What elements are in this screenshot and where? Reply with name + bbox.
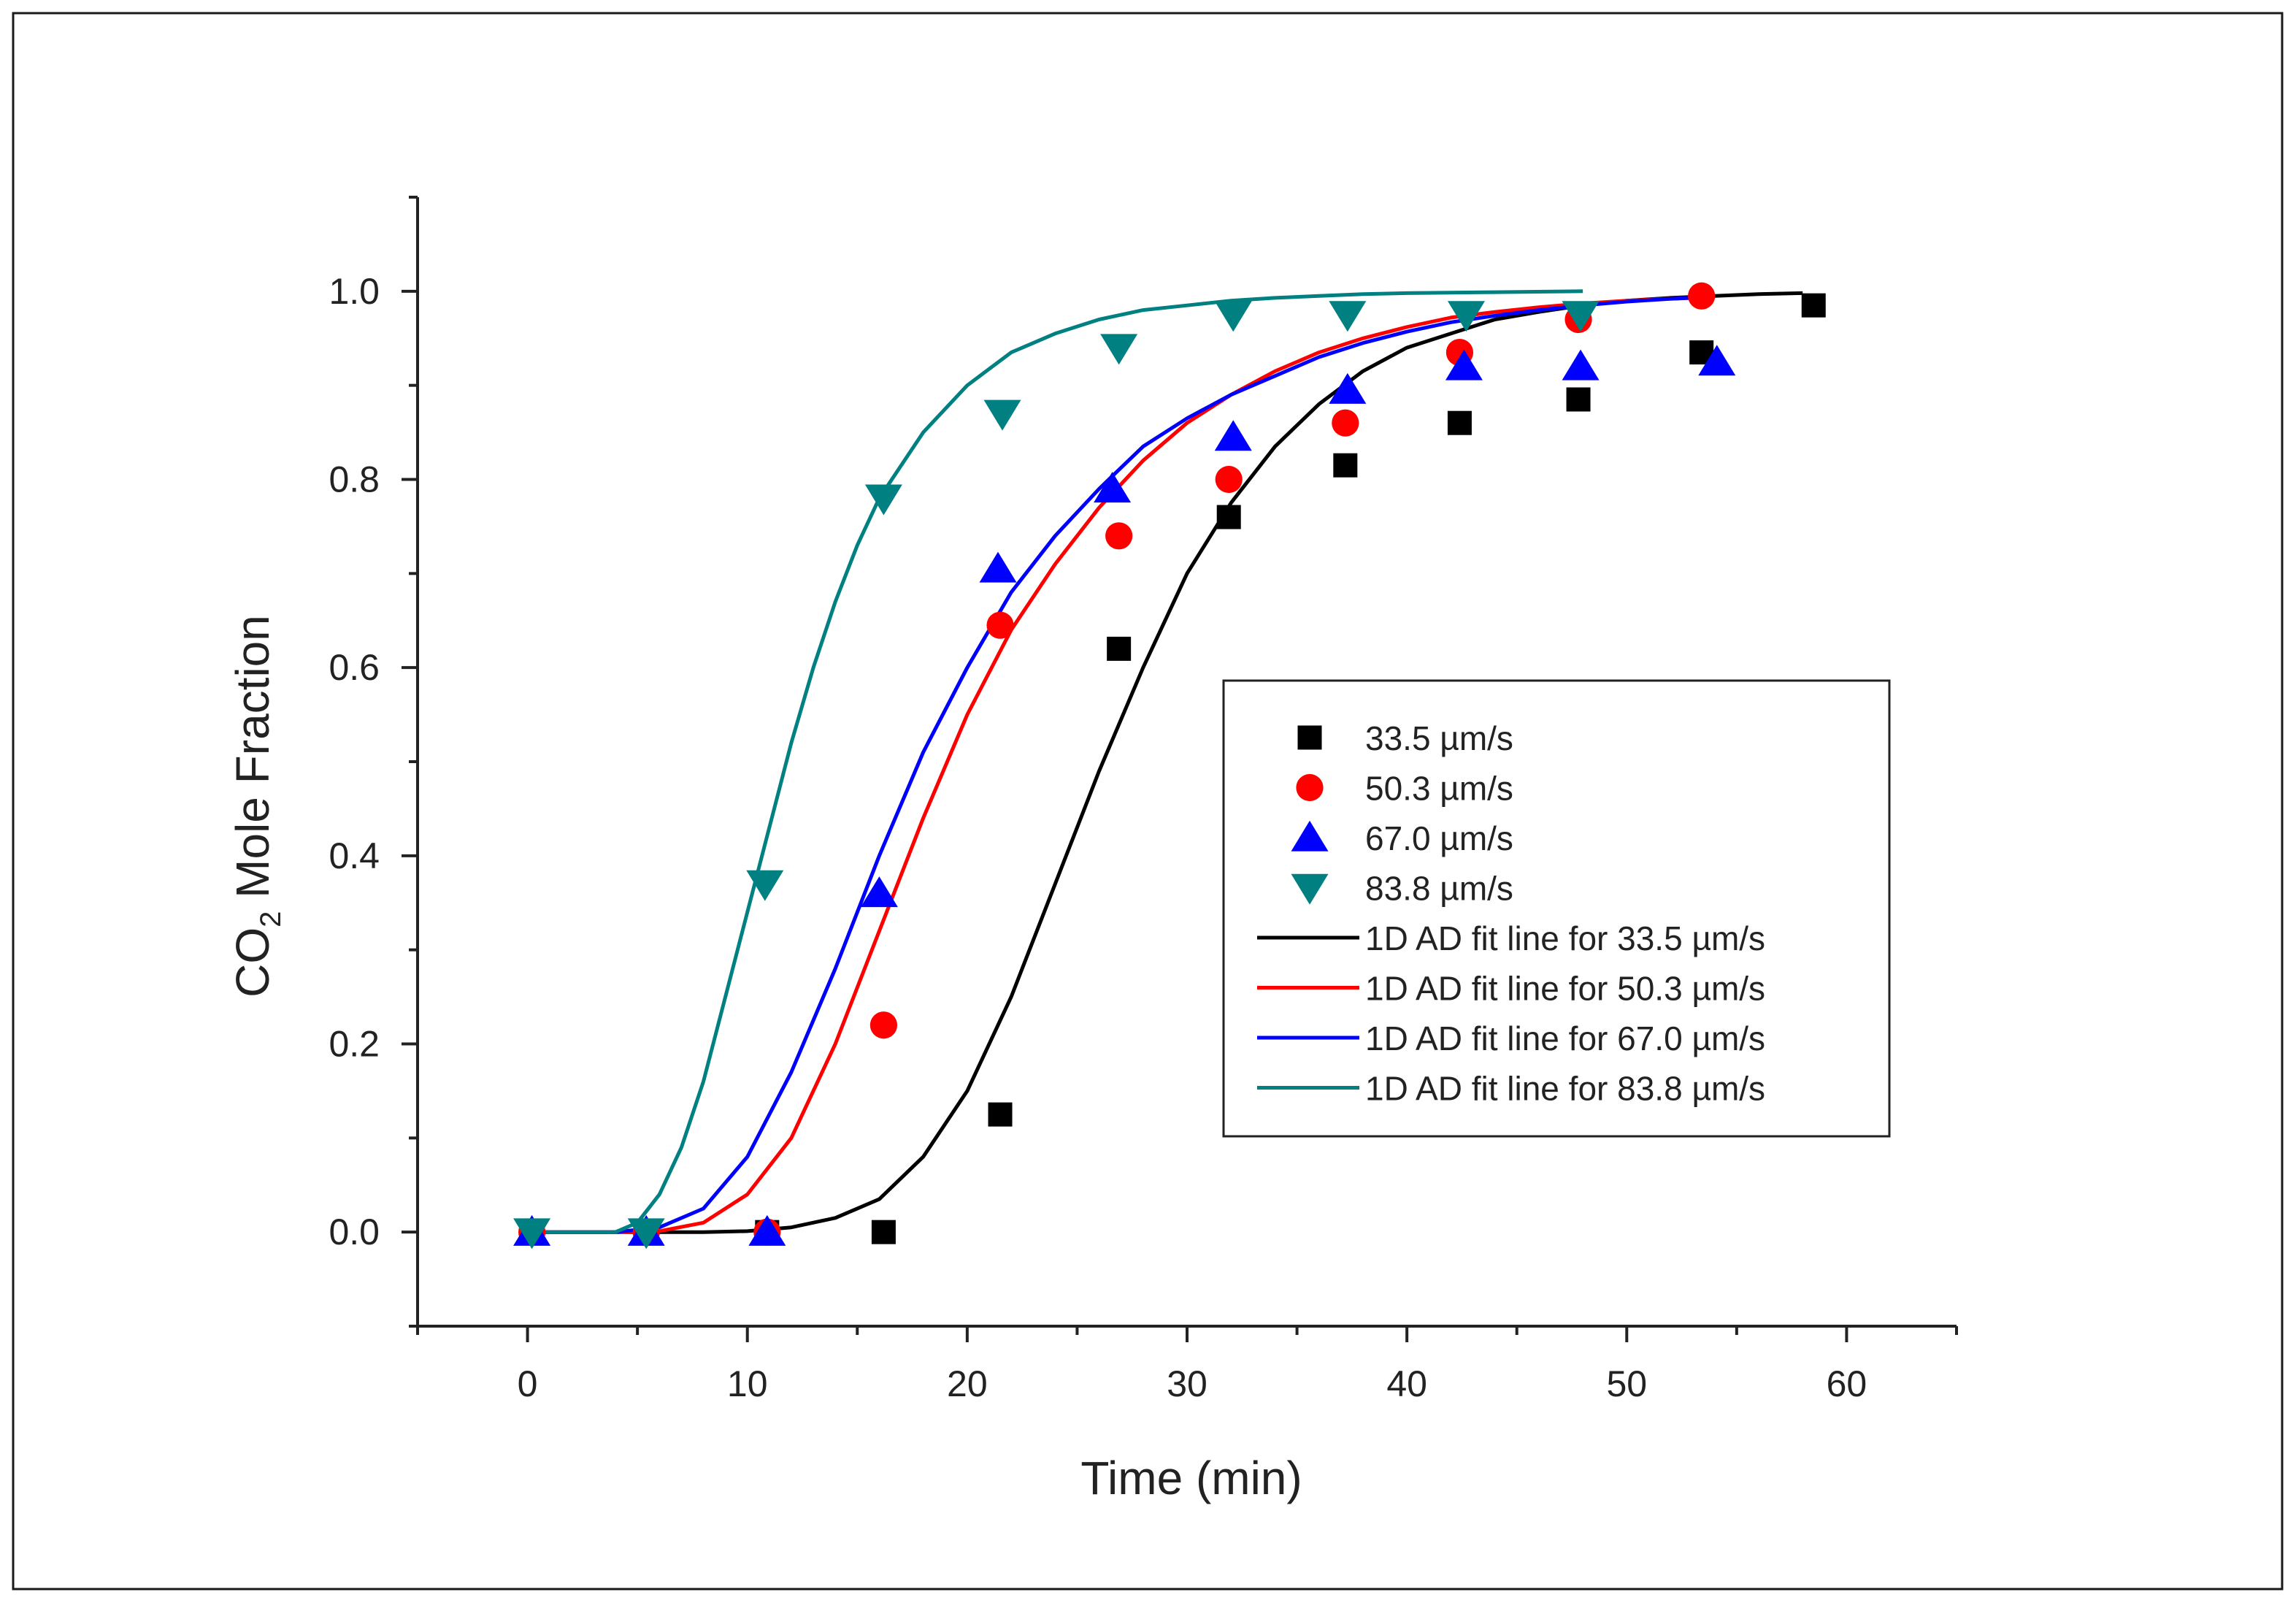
legend-marker-3 bbox=[1291, 873, 1329, 905]
y-axis-title-main: CO bbox=[226, 927, 279, 998]
data-point-s3-0 bbox=[513, 1218, 551, 1249]
y-tick-label: 0.4 bbox=[329, 835, 380, 876]
legend-label: 50.3 µm/s bbox=[1365, 770, 1513, 808]
data-point-s1-6 bbox=[1215, 465, 1243, 494]
data-point-s0-7 bbox=[1333, 453, 1358, 478]
data-point-s0-11 bbox=[1801, 293, 1826, 318]
y-axis-title-rest: Mole Fraction bbox=[226, 615, 279, 911]
data-point-s0-8 bbox=[1447, 410, 1472, 435]
data-point-s1-4 bbox=[986, 611, 1014, 639]
data-point-s2-4 bbox=[979, 551, 1017, 583]
fit-line-1 bbox=[527, 295, 1715, 1234]
data-point-s3-5 bbox=[1100, 334, 1138, 365]
y-tick-label: 0.8 bbox=[329, 459, 380, 500]
data-point-s0-4 bbox=[988, 1102, 1013, 1127]
data-point-s2-10 bbox=[1698, 345, 1736, 376]
x-tick-label: 20 bbox=[947, 1363, 988, 1404]
legend-label: 1D AD fit line for 67.0 µm/s bbox=[1365, 1019, 1765, 1057]
x-tick-label: 60 bbox=[1827, 1363, 1867, 1404]
legend-marker-2 bbox=[1291, 820, 1329, 851]
y-axis-title-subscript: 2 bbox=[255, 911, 287, 927]
data-point-s1-10 bbox=[1688, 282, 1716, 310]
outer-frame bbox=[12, 12, 2284, 1591]
data-point-s0-3 bbox=[871, 1220, 896, 1244]
data-point-s3-3 bbox=[864, 484, 902, 516]
x-tick-label: 30 bbox=[1167, 1363, 1207, 1404]
legend-label: 33.5 µm/s bbox=[1365, 719, 1513, 757]
data-point-s1-5 bbox=[1105, 522, 1133, 550]
data-point-s0-9 bbox=[1566, 387, 1591, 412]
legend-box bbox=[1222, 679, 1891, 1138]
data-point-s2-8 bbox=[1445, 349, 1483, 380]
y-tick-label: 0.0 bbox=[329, 1212, 380, 1252]
data-point-s3-8 bbox=[1447, 301, 1485, 332]
data-point-s2-2 bbox=[748, 1214, 786, 1246]
x-tick-label: 10 bbox=[727, 1363, 768, 1404]
y-tick-label: 0.2 bbox=[329, 1024, 380, 1065]
data-point-s2-5 bbox=[1094, 472, 1132, 503]
data-point-s0-5 bbox=[1107, 636, 1132, 661]
data-point-s2-7 bbox=[1329, 372, 1367, 404]
y-tick-label: 1.0 bbox=[329, 271, 380, 312]
legend-marker-0 bbox=[1297, 725, 1322, 750]
legend-marker-1 bbox=[1296, 773, 1324, 802]
fit-lines-layer bbox=[527, 289, 1803, 1234]
data-point-s1-3 bbox=[869, 1011, 898, 1039]
data-point-s2-9 bbox=[1562, 349, 1600, 380]
fit-line-3 bbox=[527, 289, 1583, 1234]
axes-layer: 0 10 20 30 40 50 60 0.0 0.2 0.4 0.6 0.8 1.0 Time (min… bbox=[226, 196, 1958, 1504]
legend-label: 1D AD fit line for 83.8 µm/s bbox=[1365, 1070, 1765, 1108]
legend-label: 1D AD fit line for 33.5 µm/s bbox=[1365, 919, 1765, 957]
data-point-s3-6 bbox=[1214, 301, 1252, 332]
y-axis-title: CO2 Mole Fraction bbox=[226, 615, 287, 998]
data-point-s3-4 bbox=[983, 399, 1021, 431]
data-point-s2-3 bbox=[860, 876, 898, 908]
data-point-s0-6 bbox=[1216, 505, 1241, 529]
x-axis-title: Time (min) bbox=[1080, 1452, 1302, 1504]
data-point-s3-1 bbox=[627, 1218, 665, 1249]
data-point-s3-7 bbox=[1329, 301, 1367, 332]
fit-line-2 bbox=[527, 295, 1715, 1234]
legend-label: 67.0 µm/s bbox=[1365, 819, 1513, 857]
data-point-s2-6 bbox=[1214, 420, 1252, 451]
x-tick-label: 40 bbox=[1386, 1363, 1427, 1404]
legend-label: 83.8 µm/s bbox=[1365, 870, 1513, 908]
data-point-s1-7 bbox=[1332, 409, 1359, 437]
points-layer bbox=[513, 282, 1826, 1249]
data-point-s3-9 bbox=[1562, 301, 1600, 332]
legend-label: 1D AD fit line for 50.3 µm/s bbox=[1365, 970, 1765, 1008]
x-tick-label: 0 bbox=[518, 1363, 538, 1404]
legend-layer: 33.5 µm/s 50.3 µm/s 67.0 µm/s 83.8 µm/s 1D A… bbox=[1222, 679, 1891, 1138]
data-point-s3-2 bbox=[746, 870, 784, 901]
x-tick-label: 50 bbox=[1606, 1363, 1647, 1404]
y-tick-label: 0.6 bbox=[329, 647, 380, 688]
